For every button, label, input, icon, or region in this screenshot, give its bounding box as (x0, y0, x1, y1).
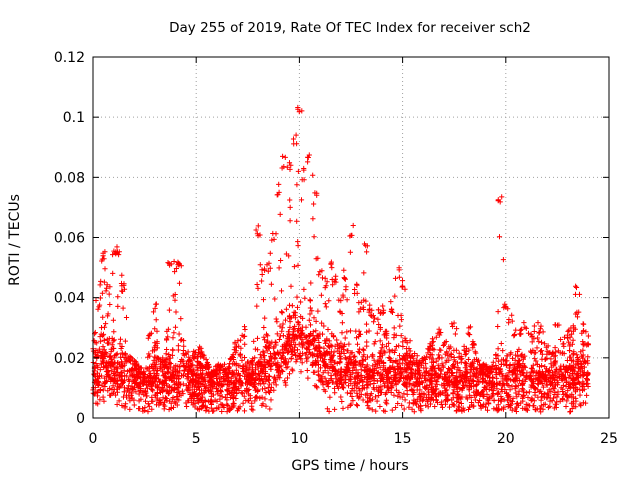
y-tick-label: 0.06 (54, 231, 85, 247)
y-tick-label: 0.04 (54, 291, 85, 307)
x-tick-label: 20 (497, 431, 515, 447)
axis-ticks: 0 5 10 15 20 25 0 0.02 0.04 0.06 0.08 0.1 0.12 (54, 50, 618, 447)
x-tick-label: 25 (600, 431, 618, 447)
y-tick-label: 0.12 (54, 50, 85, 66)
y-axis-label: ROTI / TECUs (7, 194, 23, 286)
x-tick-label: 0 (89, 431, 98, 447)
chart-title: Day 255 of 2019, Rate Of TEC Index for r… (169, 20, 531, 36)
x-tick-label: 15 (394, 431, 412, 447)
y-tick-label: 0.08 (54, 170, 85, 186)
y-tick-label: 0.02 (54, 351, 85, 367)
x-tick-label: 5 (192, 431, 201, 447)
data-points (90, 104, 591, 415)
x-axis-label: GPS time / hours (291, 458, 408, 474)
roti-point-markers (90, 104, 591, 415)
x-tick-label: 10 (290, 431, 308, 447)
y-tick-label: 0 (76, 411, 85, 427)
y-tick-label: 0.1 (63, 110, 85, 126)
